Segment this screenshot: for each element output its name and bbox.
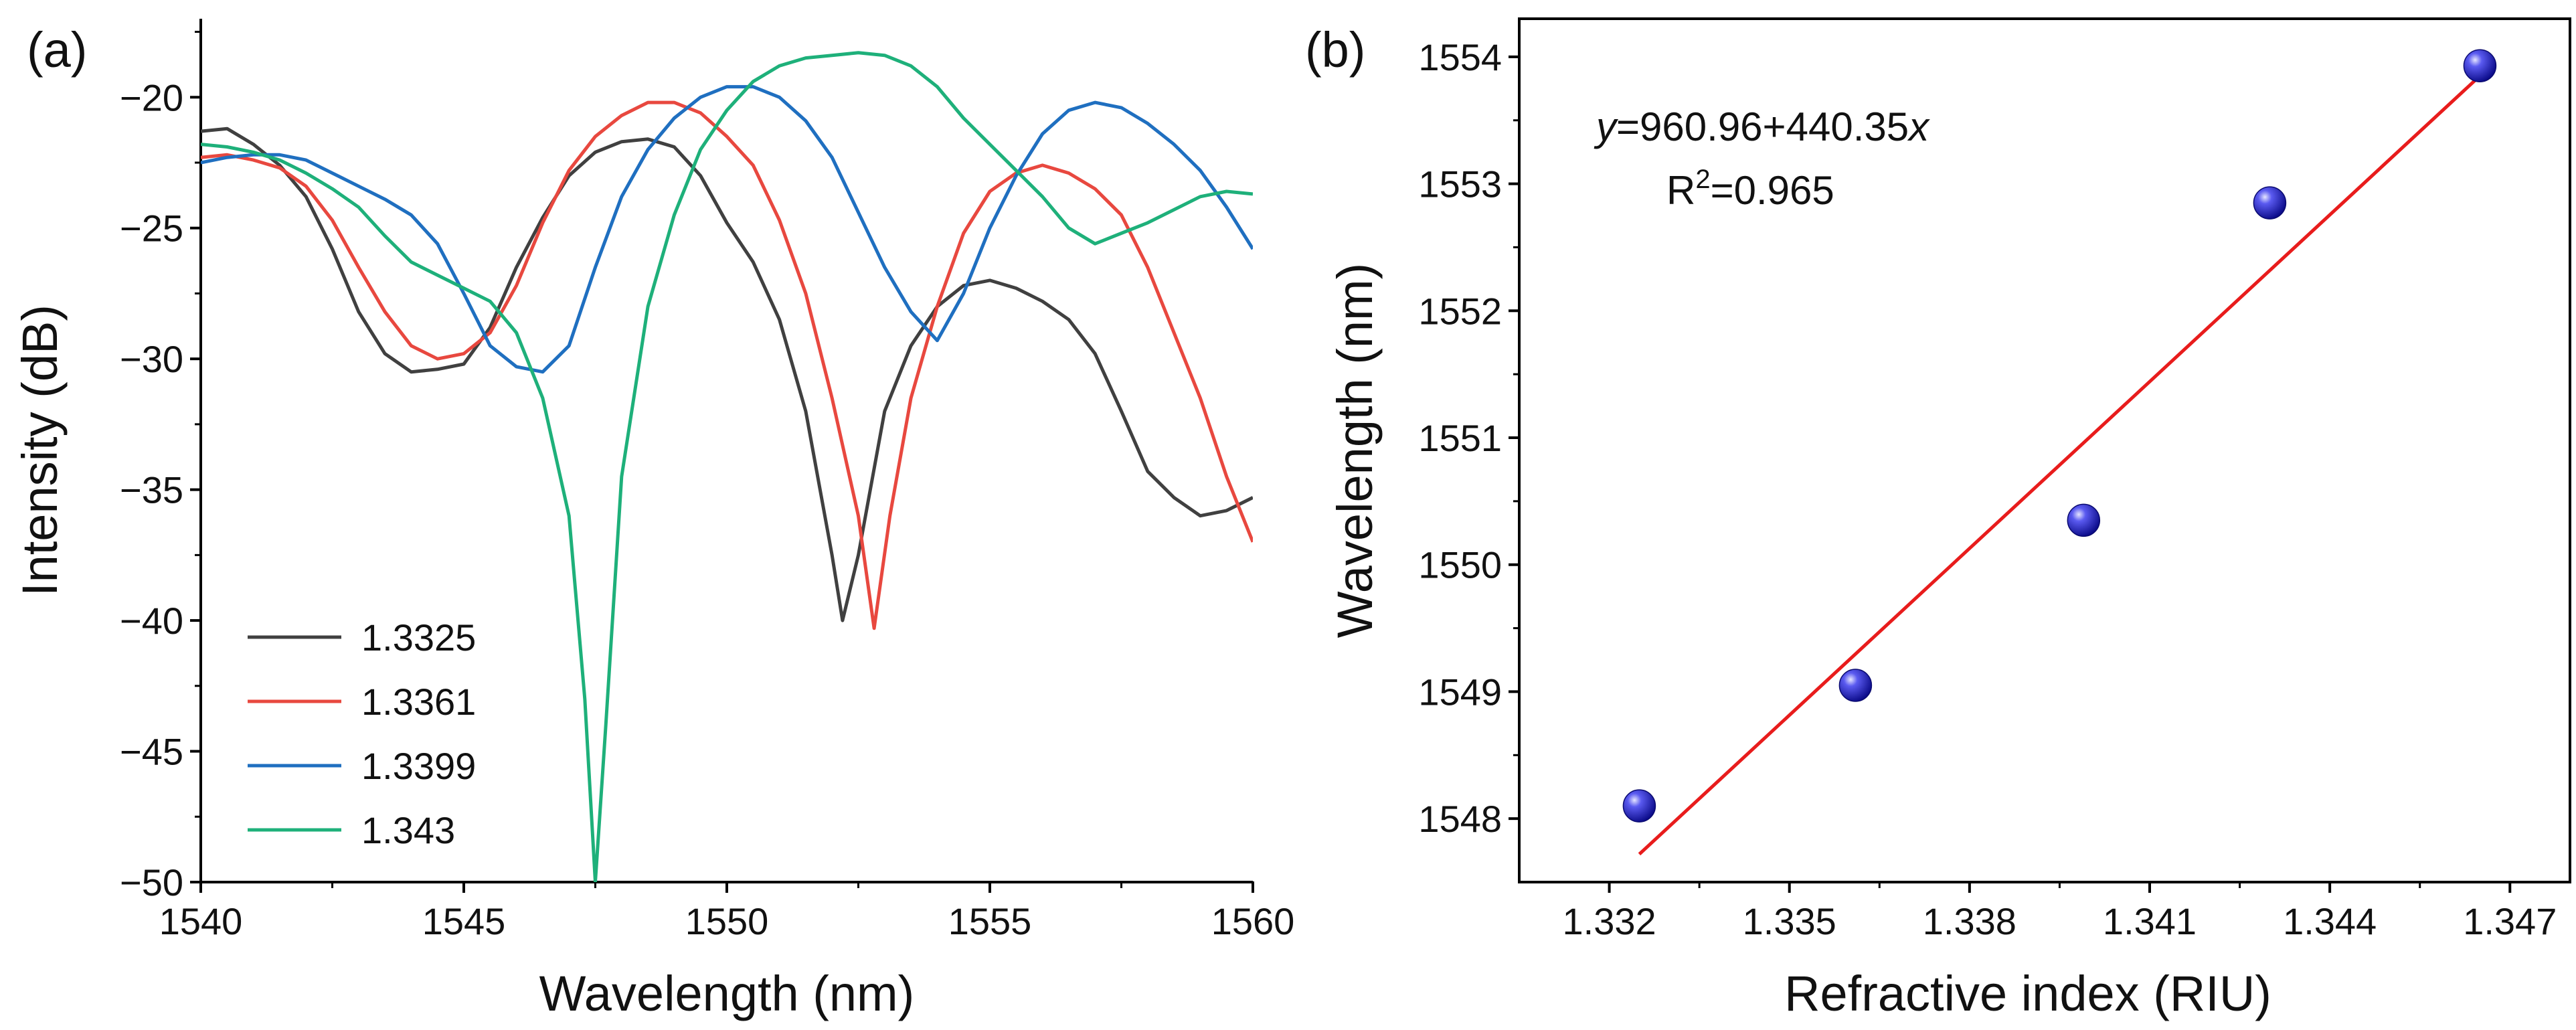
legend-label-1-343: 1.343	[361, 809, 455, 851]
panel-b-x-tick-label: 1.344	[2283, 900, 2377, 942]
panel-a-y-tick-label: −20	[120, 76, 183, 118]
panel-b: (b) 1.332 1.335 1.338 1.341 1.344 1.347 1548 15…	[1305, 17, 2571, 1021]
legend-label-1-3325: 1.3325	[361, 616, 476, 659]
panel-a-y-tick-label: −40	[120, 600, 183, 642]
panel-a-label: (a)	[27, 22, 87, 78]
series-line-1-343	[201, 51, 1253, 882]
panel-b-y-tick-label: 1550	[1418, 544, 1502, 586]
fit-equation: y=960.96+440.35x	[1594, 104, 1930, 149]
panel-b-points	[1622, 49, 2497, 823]
panel-b-fit	[1638, 74, 2482, 856]
legend-label-1-3399: 1.3399	[361, 745, 476, 787]
panel-b-axis-frame	[1518, 17, 2571, 883]
fit-line	[1638, 74, 2482, 856]
panel-a-series-lines	[201, 51, 1253, 882]
panel-b-x-tick-label: 1.338	[1923, 900, 2016, 942]
panel-a-y-tick-label: −45	[120, 731, 183, 773]
panel-b-x-tick-label: 1.341	[2103, 900, 2197, 942]
panel-b-x-tick-label: 1.347	[2463, 900, 2557, 942]
panel-b-x-tick-label: 1.335	[1743, 900, 1836, 942]
panel-a: (a) 1540 1545 1550 1555 1560 −20 −25 −30 −35 −40 −…	[12, 19, 1294, 1021]
panel-a-x-tick-label: 1550	[685, 900, 769, 942]
panel-b-x-axis-title: Refractive index (RIU)	[1784, 966, 2271, 1021]
panel-b-y-tick-label: 1548	[1418, 798, 1502, 840]
panel-b-axes: 1.332 1.335 1.338 1.341 1.344 1.347 1548 1549 15…	[1418, 17, 2571, 942]
panel-b-y-tick-label: 1552	[1418, 290, 1502, 332]
panel-a-x-axis-title: Wavelength (nm)	[539, 966, 915, 1021]
panel-a-axes: 1540 1545 1550 1555 1560 −20 −25 −30 −35 −40 −45 −5…	[120, 19, 1294, 942]
series-line-1-3325	[201, 126, 1253, 622]
panel-a-y-axis-title: Intensity (dB)	[12, 305, 68, 596]
data-point	[1838, 669, 1873, 702]
panel-a-y-tick-label: −30	[120, 338, 183, 380]
panel-b-y-axis-title: Wavelength (nm)	[1327, 263, 1383, 638]
panel-a-y-tick-label: −25	[120, 207, 183, 250]
panel-b-y-tick-label: 1549	[1418, 671, 1502, 713]
panel-a-x-tick-label: 1545	[422, 900, 506, 942]
panel-b-label: (b)	[1305, 22, 1365, 78]
data-point	[1622, 789, 1656, 823]
panel-a-y-tick-label: −35	[120, 469, 183, 511]
data-point	[2067, 503, 2101, 537]
r-squared: R2=0.965	[1666, 165, 1834, 213]
panel-a-x-tick-label: 1560	[1211, 900, 1295, 942]
series-line-1-3399	[201, 85, 1253, 374]
panel-a-x-tick-label: 1540	[159, 900, 243, 942]
data-point	[2463, 49, 2497, 82]
legend-label-1-3361: 1.3361	[361, 681, 476, 723]
panel-b-y-tick-label: 1551	[1418, 417, 1502, 459]
panel-b-x-tick-label: 1.332	[1563, 900, 1656, 942]
panel-b-y-tick-label: 1554	[1418, 36, 1502, 78]
panel-a-y-tick-label: −50	[120, 861, 183, 904]
data-point	[2253, 186, 2287, 220]
panel-b-y-tick-label: 1553	[1418, 163, 1502, 205]
panel-a-x-tick-label: 1555	[948, 900, 1032, 942]
panel-a-axis-frame	[199, 19, 1254, 883]
series-line-1-3361	[201, 100, 1253, 630]
panel-a-legend: 1.3325 1.3361 1.3399 1.343	[248, 616, 476, 851]
